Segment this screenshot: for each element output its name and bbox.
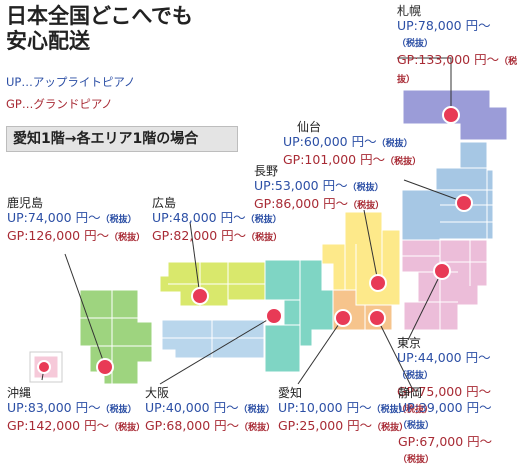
region-name: 長野 — [254, 164, 279, 178]
tax-label: （税抜） — [109, 423, 146, 433]
legend-gp: GP…グランドピアノ — [6, 97, 113, 111]
price-gp: GP:25,000 円〜 — [278, 418, 373, 433]
region-okinawa: 沖縄 UP:83,000 円〜（税抜） GP:142,000 円〜（税抜） — [7, 386, 145, 436]
region-shizuoka: 静岡 UP:39,000 円〜（税抜） GP:67,000 円〜（税抜） — [398, 386, 525, 468]
region-name: 沖縄 — [7, 386, 32, 400]
marker-tokyo — [433, 262, 451, 280]
region-name: 札幌 — [397, 4, 422, 18]
price-up: UP:40,000 円〜 — [145, 400, 239, 415]
price-gp: GP:75,000 円〜 — [397, 384, 492, 399]
price-gp: GP:82,000 円〜 — [152, 228, 247, 243]
price-up: UP:39,000 円〜 — [398, 400, 492, 415]
tax-label: （税抜） — [109, 233, 146, 243]
price-up: UP:48,000 円〜 — [152, 210, 246, 225]
price-gp: GP:142,000 円〜 — [7, 418, 110, 433]
tax-label: （税抜） — [397, 405, 434, 415]
price-gp: GP:126,000 円〜 — [7, 228, 110, 243]
tax-label: （税抜） — [397, 39, 434, 49]
price-up: UP:53,000 円〜 — [254, 178, 348, 193]
page-headline: 日本全国どこへでも 安心配送 — [6, 4, 193, 54]
region-name: 静岡 — [398, 386, 423, 400]
price-gp: GP:67,000 円〜 — [398, 434, 493, 449]
region-name: 東京 — [397, 336, 422, 350]
region-name: 広島 — [152, 196, 177, 210]
japan-map — [29, 57, 508, 389]
price-gp: GP:86,000 円〜 — [254, 196, 349, 211]
headline-line-2: 安心配送 — [6, 29, 90, 53]
tax-label: （税抜） — [348, 201, 385, 211]
leader-lines — [41, 57, 465, 389]
tax-label: （税抜） — [347, 183, 384, 193]
tax-label: （税抜） — [238, 405, 275, 415]
marker-hiroshima — [191, 287, 209, 305]
tax-label: （税抜） — [100, 405, 137, 415]
price-up: UP:83,000 円〜 — [7, 400, 101, 415]
marker-okinawa — [37, 360, 51, 374]
region-osaka: 大阪 UP:40,000 円〜（税抜） GP:68,000 円〜（税抜） — [145, 386, 275, 436]
region-tokyo: 東京 UP:44,000 円〜 （税抜） GP:75,000 円〜 （税抜） — [397, 336, 525, 418]
tax-label: （税抜） — [397, 371, 434, 381]
region-nagano: 長野 UP:53,000 円〜（税抜） GP:86,000 円〜（税抜） — [254, 164, 384, 214]
region-hiroshima: 広島 UP:48,000 円〜（税抜） GP:82,000 円〜（税抜） — [152, 196, 282, 246]
region-name: 愛知 — [278, 386, 303, 400]
price-up: UP:78,000 円〜 — [397, 18, 491, 33]
price-up: UP:60,000 円〜 — [283, 134, 377, 149]
tax-label: （税抜） — [397, 57, 518, 85]
condition-label: 愛知1階→各エリア1階の場合 — [6, 126, 238, 152]
marker-aichi — [334, 309, 352, 327]
tax-label: （税抜） — [376, 139, 413, 149]
location-markers — [37, 106, 473, 376]
legend-up: UP…アップライトピアノ — [6, 75, 136, 89]
tax-label: （税抜） — [371, 405, 408, 415]
okinawa-frame — [29, 351, 63, 383]
tax-label: （税抜） — [385, 157, 422, 167]
region-aichi: 愛知 UP:10,000 円〜（税抜） GP:25,000 円〜（税抜） — [278, 386, 408, 436]
kanto-region — [401, 239, 488, 331]
price-up: UP:44,000 円〜 — [397, 350, 491, 365]
kyushu-region — [79, 289, 153, 385]
tax-label: （税抜） — [398, 421, 435, 431]
region-name: 仙台 — [297, 120, 322, 134]
tax-label: （税抜） — [398, 455, 435, 465]
region-sapporo: 札幌 UP:78,000 円〜（税抜） GP:133,000 円〜（税抜） — [397, 4, 525, 88]
price-up: UP:74,000 円〜 — [7, 210, 101, 225]
region-kagoshima: 鹿児島 UP:74,000 円〜（税抜） GP:126,000 円〜（税抜） — [7, 196, 145, 246]
headline-line-1: 日本全国どこへでも — [6, 4, 193, 28]
region-name: 大阪 — [145, 386, 170, 400]
marker-sapporo — [442, 106, 460, 124]
tax-label: （税抜） — [246, 233, 283, 243]
marker-osaka — [265, 307, 283, 325]
price-gp: GP:101,000 円〜 — [283, 152, 386, 167]
price-up: UP:10,000 円〜 — [278, 400, 372, 415]
marker-shizuoka — [368, 309, 386, 327]
marker-kagoshima — [96, 358, 114, 376]
region-name: 鹿児島 — [7, 196, 44, 210]
marker-sendai — [455, 194, 473, 212]
shikoku-region — [161, 319, 265, 359]
region-sendai: 仙台 UP:60,000 円〜（税抜） GP:101,000 円〜（税抜） — [283, 120, 421, 170]
price-gp: GP:133,000 円〜 — [397, 52, 500, 67]
tax-label: （税抜） — [245, 215, 282, 225]
tax-label: （税抜） — [239, 423, 276, 433]
tax-label: （税抜） — [372, 423, 409, 433]
marker-nagano — [369, 274, 387, 292]
price-gp: GP:68,000 円〜 — [145, 418, 240, 433]
tax-label: （税抜） — [100, 215, 137, 225]
